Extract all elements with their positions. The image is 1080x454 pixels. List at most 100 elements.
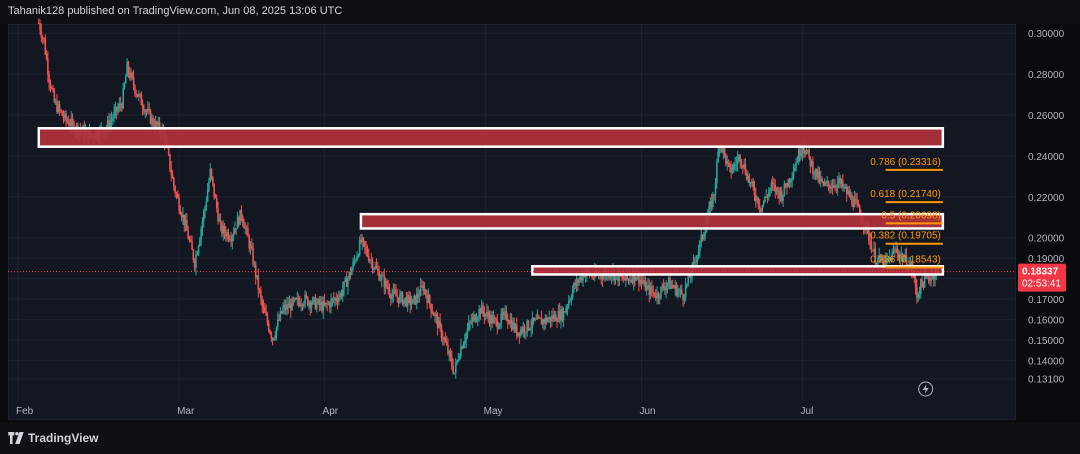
candle-body	[714, 183, 717, 195]
candle-body	[289, 303, 292, 311]
candle-body	[66, 120, 69, 122]
candle-body	[332, 298, 335, 300]
candle-body	[822, 181, 825, 186]
candle-body	[757, 197, 760, 206]
lightning-bolt	[922, 384, 929, 394]
candle-body	[490, 315, 492, 324]
candle-body	[453, 372, 456, 374]
candle-body	[730, 167, 732, 173]
candle-body	[557, 310, 560, 322]
candle-body	[735, 163, 738, 165]
candle-body	[566, 306, 569, 309]
candle-body	[521, 329, 523, 333]
candle-body	[565, 308, 567, 313]
candle-body	[627, 279, 630, 280]
candle-body	[336, 300, 339, 302]
candle-body	[592, 277, 595, 278]
candle-body	[444, 338, 447, 343]
candle-body	[296, 297, 299, 300]
candle-body	[647, 285, 649, 287]
candle-body	[501, 313, 504, 316]
candle-body	[762, 201, 765, 206]
candle-body	[202, 211, 205, 222]
candle-body	[748, 176, 751, 183]
candle-body	[196, 253, 199, 255]
candle-body	[488, 316, 491, 324]
candle-body	[150, 118, 153, 124]
candle-body	[69, 125, 71, 127]
candle-body	[793, 167, 796, 172]
candle-body	[347, 278, 349, 287]
candle-body	[225, 232, 227, 237]
candle-body	[856, 199, 858, 204]
candle-body	[243, 222, 245, 229]
candle-body	[140, 94, 143, 106]
candle-body	[57, 104, 60, 112]
candle-body	[744, 164, 747, 174]
candle-body	[897, 253, 900, 258]
candle-body	[173, 178, 175, 188]
candle-body	[134, 85, 136, 94]
candle-body	[509, 320, 512, 325]
candle-body	[696, 255, 699, 263]
candle-body	[256, 275, 258, 278]
candle-body	[496, 320, 499, 329]
candle-body	[556, 321, 558, 322]
candle-body	[145, 110, 148, 112]
candle-body	[834, 185, 836, 187]
candle-body	[632, 272, 635, 283]
candle-body	[300, 304, 302, 306]
candle-body	[271, 338, 274, 340]
candle-body	[261, 298, 264, 307]
candle-body	[452, 366, 454, 374]
brand[interactable]: TradingView	[8, 431, 98, 445]
candle-body	[117, 108, 119, 112]
candle-body	[430, 303, 432, 312]
candle-body	[535, 318, 538, 320]
candle-body	[505, 311, 508, 320]
candle-body	[817, 171, 819, 178]
candle-body	[464, 340, 466, 344]
candle-body	[249, 245, 252, 249]
candle-body	[813, 173, 816, 175]
candle-body	[310, 303, 313, 308]
candle-body	[382, 275, 384, 277]
candle-body	[630, 279, 632, 282]
candle-body	[760, 208, 762, 212]
candle-body	[360, 239, 362, 243]
candle-body	[448, 351, 451, 354]
candle-body	[204, 207, 206, 212]
candle-body	[339, 293, 341, 298]
candle-body	[319, 302, 322, 306]
candle-body	[158, 121, 161, 131]
candle-body	[740, 161, 743, 166]
candle-body	[218, 219, 221, 222]
candle-body	[826, 181, 829, 184]
candle-body	[386, 280, 388, 288]
candle-body	[199, 239, 201, 246]
candle-body	[497, 327, 500, 329]
candle-body	[921, 279, 923, 283]
candle-body	[191, 241, 193, 250]
candle-body	[195, 254, 197, 268]
candle-body	[713, 194, 716, 196]
candle-body	[801, 146, 804, 153]
candle-body	[171, 174, 174, 179]
candle-body	[853, 198, 856, 208]
candle-body	[591, 274, 593, 278]
candle-body	[254, 263, 257, 278]
candle-body	[240, 209, 243, 217]
candle-body	[245, 227, 248, 229]
candle-body	[232, 233, 235, 236]
fib-level-label: 0.618 (0.21740)	[870, 189, 941, 200]
candle-body	[530, 326, 532, 330]
candle-body	[722, 148, 725, 152]
candle-body	[758, 205, 761, 209]
candle-body	[388, 289, 391, 296]
candle-body	[451, 357, 453, 367]
x-tick-label: Mar	[177, 406, 195, 417]
candle-body	[239, 209, 241, 225]
candle-body	[299, 301, 301, 306]
candle-body	[265, 312, 267, 316]
